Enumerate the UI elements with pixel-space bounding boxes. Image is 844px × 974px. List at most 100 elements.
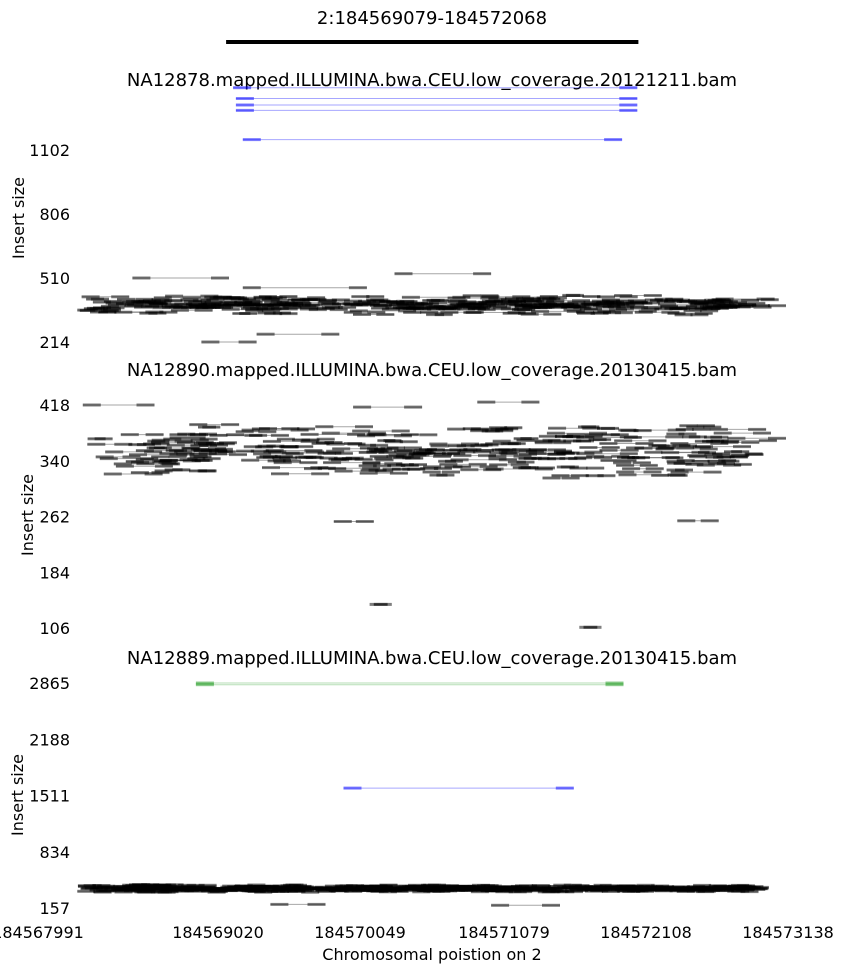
read-pair: [291, 298, 337, 302]
panel-1-ytick-label: 806: [39, 205, 70, 224]
read-pair: [481, 295, 531, 299]
read-pair: [368, 448, 433, 452]
read-pair: [599, 448, 639, 452]
read-pair: [645, 885, 706, 889]
read-pair: [362, 885, 393, 889]
read-pair: [421, 883, 490, 887]
read-pair: [391, 467, 426, 471]
read-pair: [259, 454, 293, 458]
read-pair: [379, 300, 404, 304]
read-pair: [322, 886, 363, 890]
read-pair: [688, 888, 743, 892]
read-pair: [591, 299, 634, 303]
x-tick-label: 184573138: [742, 923, 834, 942]
read-pair: [209, 890, 266, 893]
read-pair: [359, 471, 408, 475]
read-pair: [388, 453, 427, 457]
read-pair: [235, 103, 638, 107]
read-pair: [507, 460, 535, 464]
read-pair: [716, 303, 756, 307]
read-pair: [616, 463, 658, 467]
read-pair: [251, 427, 315, 431]
read-pair: [666, 432, 697, 436]
panel-1-plot: 1102 806 510 214: [29, 86, 786, 352]
read-pair: [245, 309, 280, 313]
read-pair: [501, 450, 544, 454]
read-pair: [175, 886, 202, 890]
read-pair: [315, 425, 373, 429]
x-tick-label: 184572108: [600, 923, 692, 942]
read-pair: [704, 435, 729, 439]
x-tick-label: 184567991: [0, 923, 84, 942]
read-pair: [235, 108, 638, 112]
read-pair: [626, 301, 653, 305]
read-pair: [333, 520, 374, 523]
read-pair: [442, 449, 495, 452]
panel-2-ylabel: Insert size: [18, 474, 37, 556]
read-pair: [84, 886, 111, 890]
read-pair: [614, 439, 667, 443]
read-pair: [667, 311, 713, 315]
read-pair: [481, 888, 511, 892]
read-pair: [585, 474, 616, 478]
read-pair: [423, 465, 471, 469]
read-pair: [666, 468, 693, 472]
read-pair: [457, 303, 496, 307]
read-pair: [189, 469, 217, 473]
x-tick-label: 184570049: [314, 923, 406, 942]
panel-3-ylabel: Insert size: [8, 754, 27, 836]
panel-2-ytick-label: 418: [39, 396, 70, 415]
panel-2-ytick-label: 340: [39, 452, 70, 471]
read-pair: [256, 332, 340, 336]
read-pair: [151, 455, 187, 459]
read-pair: [579, 446, 620, 449]
read-pair: [114, 310, 178, 314]
read-pair: [132, 883, 176, 887]
read-pair: [690, 301, 717, 305]
panel-2-ytick-label: 262: [39, 508, 70, 527]
read-pair: [586, 454, 630, 458]
read-pair: [439, 462, 487, 466]
read-pair: [406, 306, 440, 310]
read-pair: [255, 445, 299, 449]
read-pair: [198, 425, 221, 429]
read-pair: [166, 443, 228, 447]
read-pair: [105, 450, 163, 454]
read-pair: [513, 437, 539, 441]
read-pair: [206, 298, 261, 302]
read-pair: [153, 296, 201, 300]
read-pair: [616, 470, 662, 474]
read-pair: [86, 297, 109, 301]
read-pair: [135, 458, 198, 462]
read-pair: [241, 458, 291, 462]
read-pair: [508, 890, 560, 894]
read-pair: [667, 461, 727, 465]
read-pair: [599, 442, 654, 445]
read-pair: [82, 403, 155, 407]
panel-2-plot: 418 340 262 184 106: [39, 396, 786, 638]
read-pair: [143, 442, 170, 446]
read-pair: [512, 308, 536, 312]
read-pair: [353, 405, 423, 409]
read-pair: [374, 456, 424, 460]
read-pair: [422, 470, 460, 474]
x-axis-label: Chromosomal poistion on 2: [322, 945, 541, 964]
read-pair: [235, 430, 277, 434]
read-pair: [539, 303, 580, 307]
read-pair: [323, 461, 381, 465]
read-pair: [613, 461, 651, 465]
read-pair: [520, 312, 562, 316]
read-pair: [616, 886, 654, 890]
read-pair: [242, 286, 367, 290]
read-pair: [686, 425, 722, 429]
read-pair: [502, 442, 526, 446]
read-pair: [553, 450, 603, 454]
read-pair: [95, 455, 141, 459]
read-pair: [262, 466, 329, 470]
read-pair: [654, 297, 684, 301]
read-pair: [169, 433, 207, 437]
read-pair: [282, 304, 317, 308]
read-pair: [115, 464, 173, 468]
read-pair: [507, 887, 541, 890]
read-pair: [395, 463, 427, 467]
